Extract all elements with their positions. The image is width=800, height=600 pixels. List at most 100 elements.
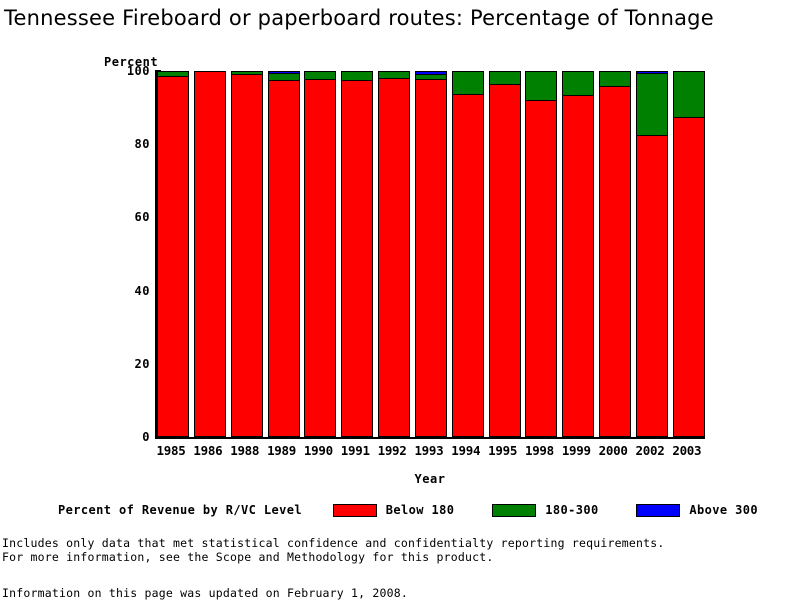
bar-segment-below-180 [526,101,557,436]
bar-stack[interactable] [562,71,595,437]
x-tick-label: 2000 [598,443,628,458]
bar-segment-180-300 [379,72,410,80]
bar-stack[interactable] [525,71,558,437]
bar-stack[interactable] [451,71,484,437]
bar-segment-below-180 [379,79,410,436]
bar-column [562,71,595,437]
footnote-block: Includes only data that met statistical … [2,536,665,564]
bar-segment-180-300 [673,72,704,118]
bar-stack[interactable] [635,71,668,437]
legend-entry[interactable]: 180-300 [492,503,598,517]
bar-column [599,71,632,437]
y-axis-ticks: 0 20 40 60 80 100 [112,64,161,444]
bar-stack[interactable] [599,71,632,437]
x-tick-label: 1999 [561,443,591,458]
bar-segment-below-180 [600,86,631,436]
legend-swatch [332,503,377,517]
bar-segment-180-300 [415,74,446,81]
bar-stack[interactable] [157,71,189,437]
legend-entry[interactable]: Above 300 [636,503,758,517]
bar-segment-below-180 [305,80,336,436]
x-tick-label: 1989 [267,443,296,458]
legend-swatch [492,503,537,517]
bar-segment-below-180 [415,80,446,436]
y-tick-label: 80 [134,137,150,152]
bar-stack[interactable] [304,71,337,437]
y-tick-label: 0 [142,430,150,444]
bar-segment-above-300 [415,72,446,75]
y-axis-title: Percent [104,55,159,69]
bar-segment-180-300 [342,72,373,82]
legend-swatch [636,503,681,517]
legend-label: Above 300 [689,503,759,517]
bar-segment-below-180 [563,95,594,436]
bar-segment-180-300 [268,73,299,82]
plot-area [155,71,705,439]
footnote-line-2: For more information, see the Scope and … [2,550,494,564]
bar-column [451,71,484,437]
footnote-line-1: Includes only data that met statistical … [2,536,665,550]
bar-segment-180-300 [636,73,667,136]
bar-stack[interactable] [378,71,411,437]
bar-stack[interactable] [341,71,374,437]
bar-segment-180-300 [563,72,594,96]
bar-stack[interactable] [230,71,263,437]
x-axis-title: Year [414,472,446,486]
bar-segment-180-300 [600,72,631,87]
bar-stack[interactable] [193,71,226,437]
x-tick-label: 1991 [340,443,370,458]
bar-segment-180-300 [231,72,262,75]
bar-segment-180-300 [489,72,520,85]
bar-column [672,71,705,437]
bar-segment-below-180 [268,81,299,436]
bar-segment-180-300 [158,72,188,78]
y-tick-label: 20 [134,356,150,371]
x-tick-label: 1986 [193,443,223,458]
x-tick-label: 1993 [414,443,444,458]
x-tick-label: 1992 [377,443,407,458]
legend-title: Percent of Revenue by R/VC Level [58,503,302,517]
bar-segment-below-180 [636,135,667,436]
y-tick-label: 100 [126,64,150,78]
bar-column [267,71,300,437]
page-title: Tennessee Fireboard or paperboard routes… [4,6,714,30]
bar-stack[interactable] [672,71,705,437]
bar-column [414,71,447,437]
bar-segment-180-300 [526,72,557,102]
bar-segment-below-180 [489,84,520,436]
bar-segment-above-300 [636,71,667,74]
legend: Percent of Revenue by R/VC Level Below 1… [58,502,758,518]
y-tick-label: 60 [134,210,150,225]
bar-stack[interactable] [267,71,300,437]
legend-label: Below 180 [385,503,455,517]
bars-layer [157,71,705,437]
legend-label: 180-300 [545,503,599,517]
bar-segment-below-180 [342,81,373,436]
bar-segment-below-180 [231,74,262,436]
x-tick-label: 2003 [672,443,702,458]
x-tick-label: 1998 [524,443,554,458]
x-axis-ticks: 1985 1986 1988 1989 1990 1991 1992 1993 1994 1995… [155,443,703,463]
bar-column [635,71,668,437]
update-note: Information on this page was updated on … [2,586,409,600]
bar-stack[interactable] [414,71,447,437]
bar-column [193,71,226,437]
x-tick-label: 1988 [230,443,260,458]
bar-column [230,71,263,437]
bar-column [157,71,189,437]
bar-column [525,71,558,437]
bar-segment-below-180 [194,72,225,436]
bar-stack[interactable] [488,71,521,437]
legend-entry[interactable]: Below 180 [332,503,455,517]
bar-column [378,71,411,437]
bar-column [304,71,337,437]
bar-column [488,71,521,437]
bar-segment-below-180 [673,117,704,436]
x-tick-label: 2002 [635,443,665,458]
y-tick-label: 40 [134,283,150,298]
bar-segment-below-180 [452,94,483,436]
bar-segment-above-300 [268,72,299,74]
x-tick-label: 1985 [156,443,186,458]
bar-column [341,71,374,437]
bar-segment-below-180 [158,77,188,436]
